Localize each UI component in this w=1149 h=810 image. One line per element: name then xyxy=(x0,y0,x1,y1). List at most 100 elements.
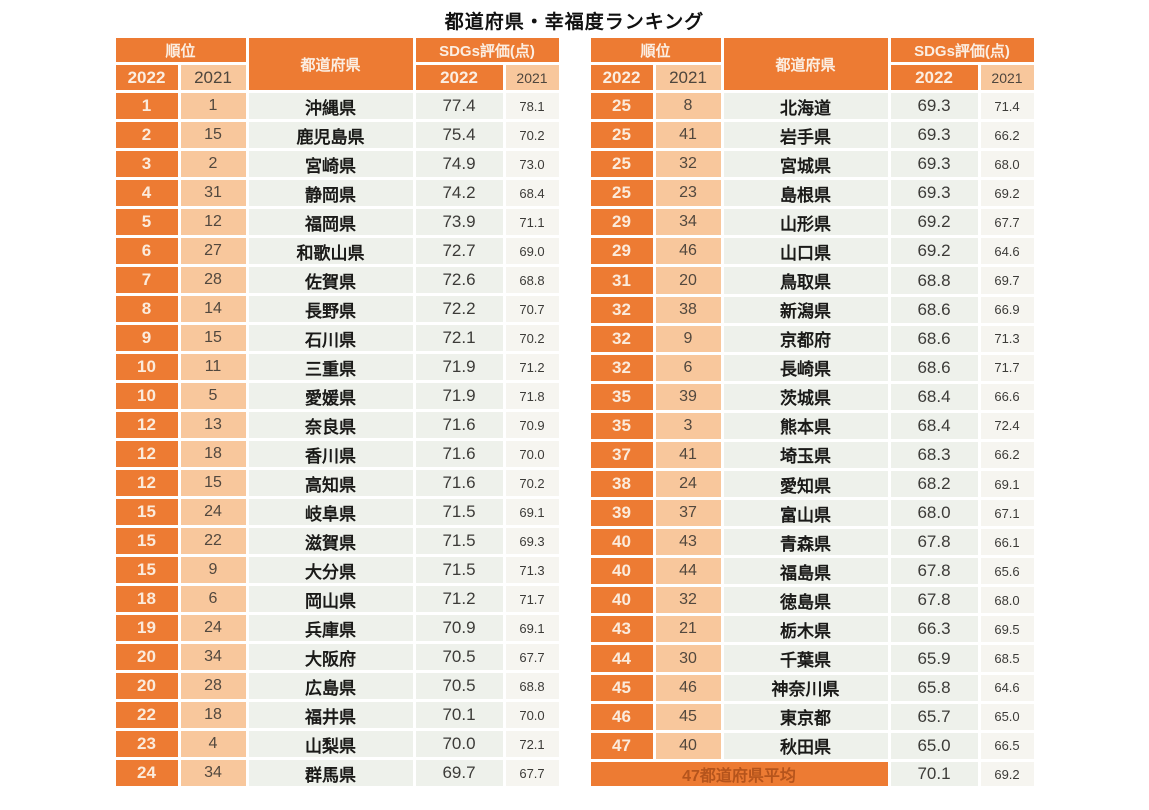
score-2021-cell: 68.5 xyxy=(980,645,1034,672)
header-years-row: 2022 2021 2022 2021 xyxy=(590,65,1034,90)
rank-2021-cell: 23 xyxy=(655,180,721,207)
score-2021-cell: 64.6 xyxy=(980,674,1034,701)
rank-2022-cell: 20 xyxy=(115,644,178,670)
score-2021-cell: 70.7 xyxy=(505,296,559,322)
rank-2021-cell: 1 xyxy=(180,93,246,119)
score-2022-cell: 68.6 xyxy=(890,296,978,323)
table-row: 35 39 茨城県 68.4 66.6 xyxy=(590,383,1034,410)
rank-2022-cell: 25 xyxy=(590,180,653,207)
score-2022-cell: 71.9 xyxy=(415,383,503,409)
rank-2021-cell: 13 xyxy=(180,412,246,438)
prefecture-cell: 石川県 xyxy=(248,325,413,351)
page-title: 都道府県・幸福度ランキング xyxy=(444,12,705,33)
prefecture-cell: 岐阜県 xyxy=(248,499,413,525)
score-2022-cell: 74.2 xyxy=(415,180,503,206)
score-2022-cell: 65.9 xyxy=(890,645,978,672)
rank-2021-cell: 20 xyxy=(655,267,721,294)
score-2021-cell: 66.1 xyxy=(980,529,1034,556)
prefecture-cell: 山形県 xyxy=(723,209,888,236)
rank-2022-cell: 9 xyxy=(115,325,178,351)
rank-2022-cell: 29 xyxy=(590,209,653,236)
rank-2022-cell: 32 xyxy=(590,296,653,323)
score-2021-cell: 66.2 xyxy=(980,122,1034,149)
score-2022-cell: 70.0 xyxy=(415,731,503,757)
prefecture-cell: 岡山県 xyxy=(248,586,413,612)
score-header: SDGs評価(点) xyxy=(415,38,559,62)
score-2021-cell: 68.4 xyxy=(505,180,559,206)
table-row: 35 3 熊本県 68.4 72.4 xyxy=(590,412,1034,439)
prefecture-cell: 福井県 xyxy=(248,702,413,728)
score-2022-cell: 69.3 xyxy=(890,180,978,207)
rank-2022-cell: 23 xyxy=(115,731,178,757)
table-row: 20 28 広島県 70.5 68.8 xyxy=(115,673,559,699)
prefecture-cell: 宮崎県 xyxy=(248,151,413,177)
score-2021-cell: 69.3 xyxy=(505,528,559,554)
score-2022-cell: 73.9 xyxy=(415,209,503,235)
prefecture-cell: 秋田県 xyxy=(723,732,888,759)
rank-2021-cell: 45 xyxy=(655,703,721,730)
prefecture-header: 都道府県 xyxy=(723,38,888,90)
rank-2022-cell: 4 xyxy=(115,180,178,206)
score-2021-cell: 70.0 xyxy=(505,702,559,728)
score-2022-cell: 69.3 xyxy=(890,93,978,120)
prefecture-cell: 長崎県 xyxy=(723,354,888,381)
rank-2021-cell: 31 xyxy=(180,180,246,206)
rank-2021-cell: 30 xyxy=(655,645,721,672)
score-2021-cell: 66.2 xyxy=(980,441,1034,469)
table-row: 15 22 滋賀県 71.5 69.3 xyxy=(115,528,559,554)
rank-2021-cell: 39 xyxy=(655,383,721,410)
table-row: 25 23 島根県 69.3 69.2 xyxy=(590,180,1034,207)
rank-2021-cell: 44 xyxy=(655,558,721,585)
prefecture-cell: 佐賀県 xyxy=(248,267,413,293)
prefecture-cell: 富山県 xyxy=(723,500,888,527)
rank-2022-cell: 6 xyxy=(115,238,178,264)
score-2022-cell: 68.6 xyxy=(890,325,978,352)
table-row: 12 15 高知県 71.6 70.2 xyxy=(115,470,559,496)
score-2022-cell: 72.6 xyxy=(415,267,503,293)
rank-2021-cell: 15 xyxy=(180,470,246,496)
score-2021-cell: 72.1 xyxy=(505,731,559,757)
header-group-row: 順位 都道府県 SDGs評価(点) xyxy=(590,38,1034,90)
score-2022-cell: 68.2 xyxy=(890,471,978,498)
prefecture-cell: 熊本県 xyxy=(723,412,888,439)
prefecture-cell: 鹿児島県 xyxy=(248,122,413,148)
rank-2021-cell: 32 xyxy=(655,151,721,178)
rank-2021-cell: 9 xyxy=(180,557,246,583)
rank-2022-cell: 5 xyxy=(115,209,178,235)
prefecture-cell: 長野県 xyxy=(248,296,413,322)
prefecture-cell: 徳島県 xyxy=(723,587,888,614)
prefecture-cell: 福島県 xyxy=(723,558,888,585)
score-2022-header: 2022 xyxy=(890,65,978,90)
score-2021-cell: 68.8 xyxy=(505,673,559,699)
table-row: 37 41 埼玉県 68.3 66.2 xyxy=(590,441,1034,469)
rank-2022-cell: 25 xyxy=(590,122,653,149)
average-label-cell: 47都道府県平均 xyxy=(590,762,888,786)
score-2021-cell: 69.7 xyxy=(980,267,1034,294)
table-row: 29 34 山形県 69.2 67.7 xyxy=(590,209,1034,236)
score-2022-header: 2022 xyxy=(415,65,503,90)
rank-2021-cell: 3 xyxy=(655,412,721,439)
table-row: 8 14 長野県 72.2 70.7 xyxy=(115,296,559,322)
rank-2021-cell: 37 xyxy=(655,500,721,527)
table-row: 20 34 大阪府 70.5 67.7 xyxy=(115,644,559,670)
score-2021-cell: 78.1 xyxy=(505,93,559,119)
rank-2022-cell: 47 xyxy=(590,732,653,759)
rank-2022-cell: 2 xyxy=(115,122,178,148)
rank-2021-cell: 5 xyxy=(180,383,246,409)
rank-2022-cell: 31 xyxy=(590,267,653,294)
prefecture-cell: 北海道 xyxy=(723,93,888,120)
score-2021-cell: 69.1 xyxy=(505,615,559,641)
rank-2021-cell: 18 xyxy=(180,702,246,728)
score-2022-cell: 68.3 xyxy=(890,441,978,469)
prefecture-cell: 福岡県 xyxy=(248,209,413,235)
table-row: 7 28 佐賀県 72.6 68.8 xyxy=(115,267,559,293)
rank-2022-cell: 37 xyxy=(590,441,653,469)
prefecture-header: 都道府県 xyxy=(248,38,413,90)
rank-2022-cell: 40 xyxy=(590,529,653,556)
score-2021-cell: 66.9 xyxy=(980,296,1034,323)
score-2022-cell: 77.4 xyxy=(415,93,503,119)
score-2022-cell: 70.5 xyxy=(415,673,503,699)
rank-2022-cell: 12 xyxy=(115,441,178,467)
right-table-body: 25 8 北海道 69.3 71.4 25 41 岩手県 69.3 66.2 25 32 宮城県 69.3… xyxy=(590,93,1034,759)
prefecture-cell: 静岡県 xyxy=(248,180,413,206)
